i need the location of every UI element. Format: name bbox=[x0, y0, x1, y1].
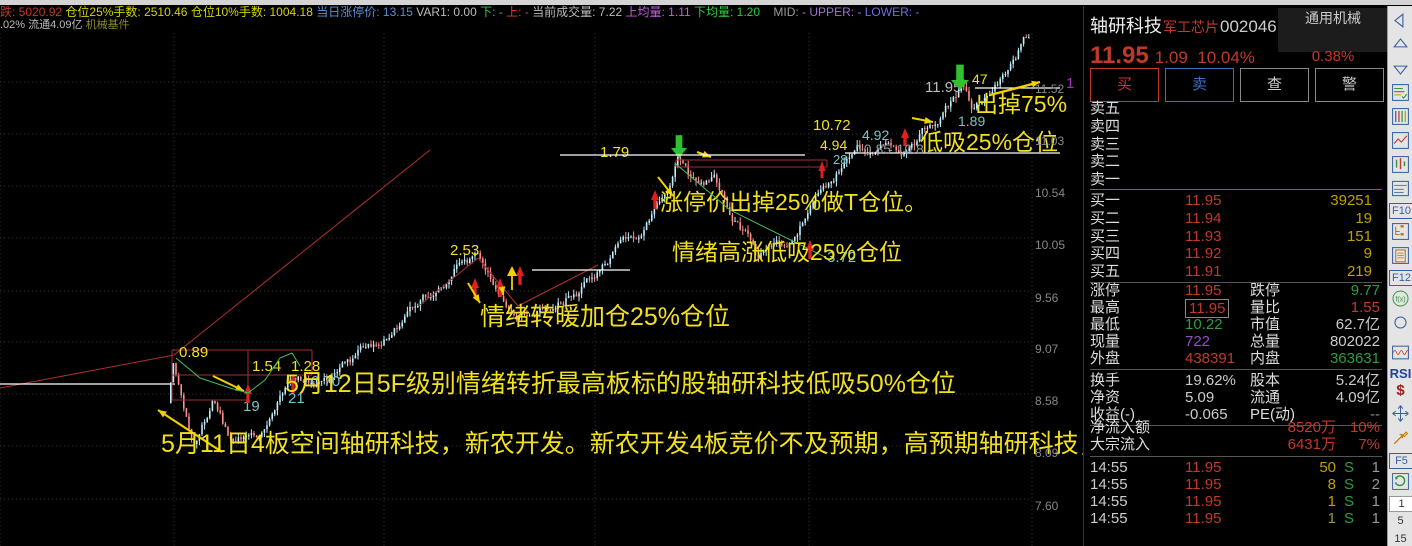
svg-text:10.85: 10.85 bbox=[856, 141, 891, 157]
svg-text:10.72: 10.72 bbox=[813, 117, 851, 134]
svg-text:4.92: 4.92 bbox=[862, 127, 889, 143]
svg-text:0.89: 0.89 bbox=[179, 344, 208, 361]
svg-text:2.53: 2.53 bbox=[450, 242, 479, 259]
svg-text:28: 28 bbox=[833, 152, 847, 167]
svg-text:情绪高涨低吸25%仓位: 情绪高涨低吸25%仓位 bbox=[672, 239, 902, 265]
svg-text:情绪转暖加仓25%仓位: 情绪转暖加仓25%仓位 bbox=[480, 303, 730, 331]
svg-text:1.89: 1.89 bbox=[958, 113, 985, 129]
svg-text:f(x): f(x) bbox=[1395, 296, 1405, 304]
svg-text:4.94: 4.94 bbox=[820, 137, 847, 153]
svg-text:1.54: 1.54 bbox=[252, 358, 281, 375]
svg-text:- 10.8: - 10.8 bbox=[888, 141, 924, 157]
svg-text:5月12日5F级别情绪转折最高板标的股轴研科技低吸50%仓位: 5月12日5F级别情绪转折最高板标的股轴研科技低吸50%仓位 bbox=[285, 370, 956, 398]
svg-text:47: 47 bbox=[972, 71, 988, 87]
svg-text:1.79: 1.79 bbox=[600, 144, 629, 161]
svg-text:涨停价出掉25%做T仓位。: 涨停价出掉25%做T仓位。 bbox=[660, 189, 927, 215]
svg-text:19: 19 bbox=[243, 398, 260, 415]
